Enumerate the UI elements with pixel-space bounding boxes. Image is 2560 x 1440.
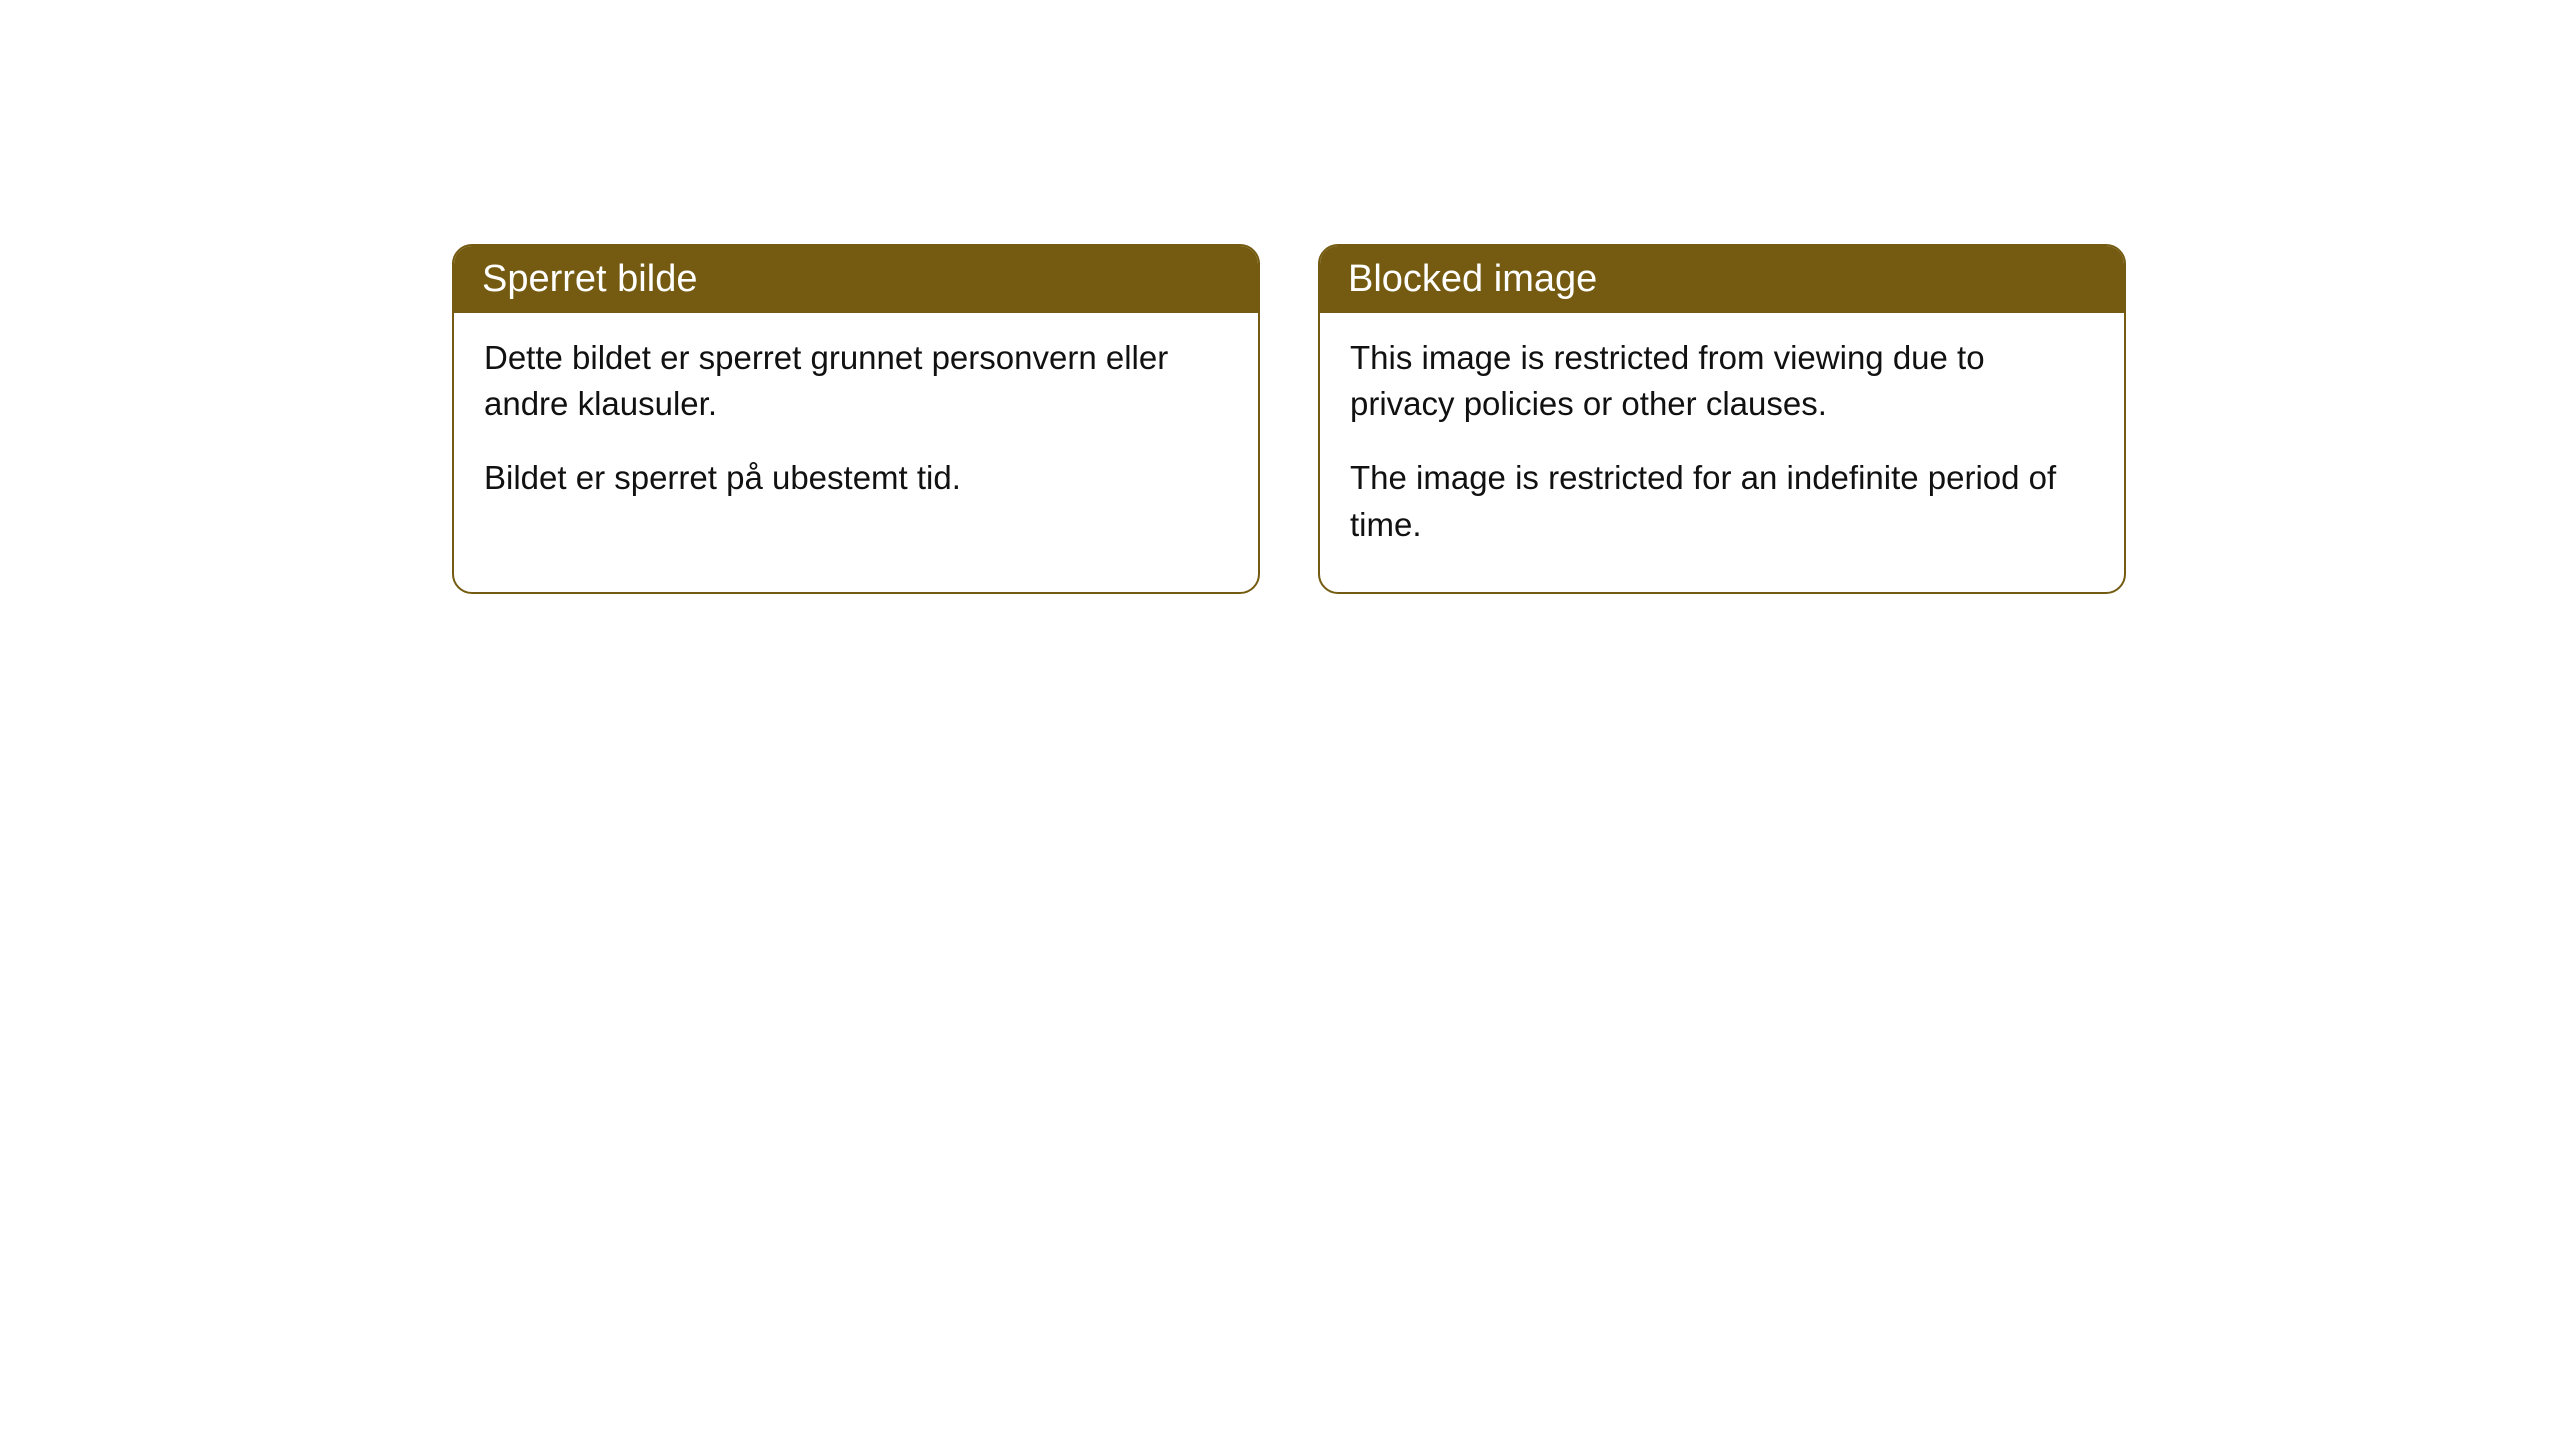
notice-cards-container: Sperret bilde Dette bildet er sperret gr… — [452, 244, 2126, 594]
notice-card-paragraph: Dette bildet er sperret grunnet personve… — [484, 335, 1228, 427]
notice-card-body: This image is restricted from viewing du… — [1320, 313, 2124, 592]
notice-card-paragraph: The image is restricted for an indefinit… — [1350, 455, 2094, 547]
notice-card-header: Sperret bilde — [454, 246, 1258, 313]
notice-card-norwegian: Sperret bilde Dette bildet er sperret gr… — [452, 244, 1260, 594]
notice-card-title: Sperret bilde — [482, 258, 697, 300]
notice-card-header: Blocked image — [1320, 246, 2124, 313]
notice-card-paragraph: Bildet er sperret på ubestemt tid. — [484, 455, 1228, 501]
notice-card-body: Dette bildet er sperret grunnet personve… — [454, 313, 1258, 546]
notice-card-paragraph: This image is restricted from viewing du… — [1350, 335, 2094, 427]
notice-card-english: Blocked image This image is restricted f… — [1318, 244, 2126, 594]
notice-card-title: Blocked image — [1348, 258, 1597, 300]
